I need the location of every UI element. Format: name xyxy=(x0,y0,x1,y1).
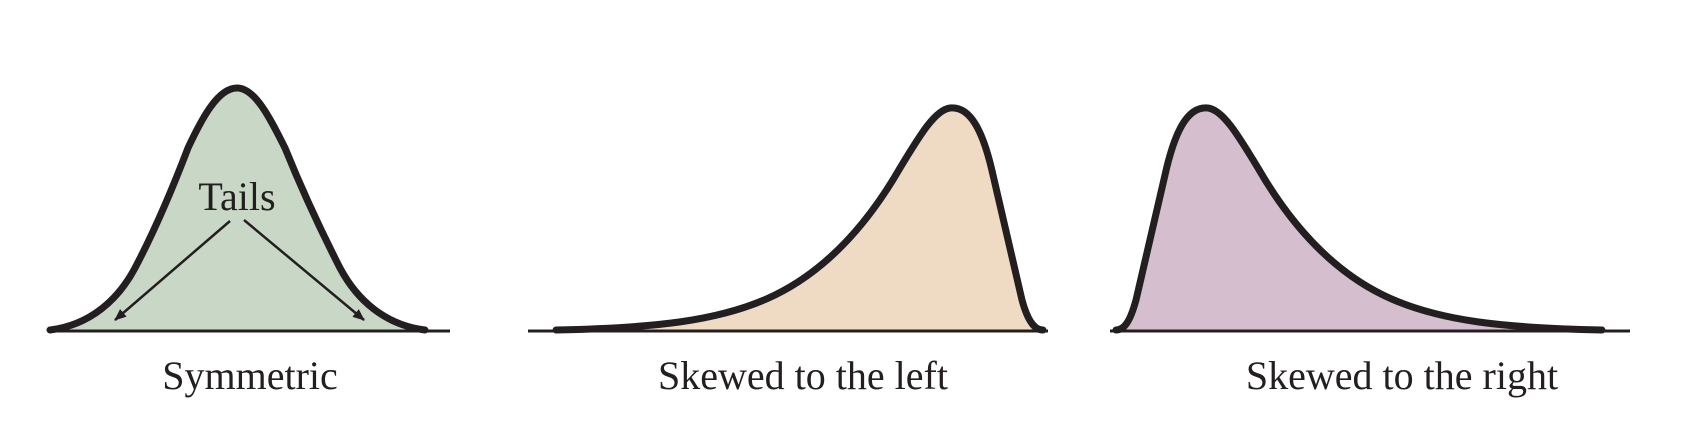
skewed-left-curve-fill xyxy=(556,107,1043,330)
panel-skewed-left: Skewed to the left xyxy=(528,104,1048,398)
skewed-left-curve xyxy=(552,104,1047,334)
caption-skewed-right: Skewed to the right xyxy=(1246,353,1558,398)
symmetric-curve xyxy=(46,84,429,334)
symmetric-curve-fill xyxy=(50,88,425,330)
panel-symmetric: Tails Symmetric xyxy=(46,84,450,398)
panel-skewed-right: Skewed to the right xyxy=(1110,104,1630,398)
skewed-right-curve xyxy=(1112,104,1606,334)
tails-label: Tails xyxy=(198,174,275,219)
caption-skewed-left: Skewed to the left xyxy=(658,353,948,398)
tail-arrow-right xyxy=(243,219,365,321)
tail-arrow-left xyxy=(114,220,231,321)
caption-symmetric: Symmetric xyxy=(162,353,338,398)
skewed-right-curve-fill xyxy=(1116,107,1602,330)
